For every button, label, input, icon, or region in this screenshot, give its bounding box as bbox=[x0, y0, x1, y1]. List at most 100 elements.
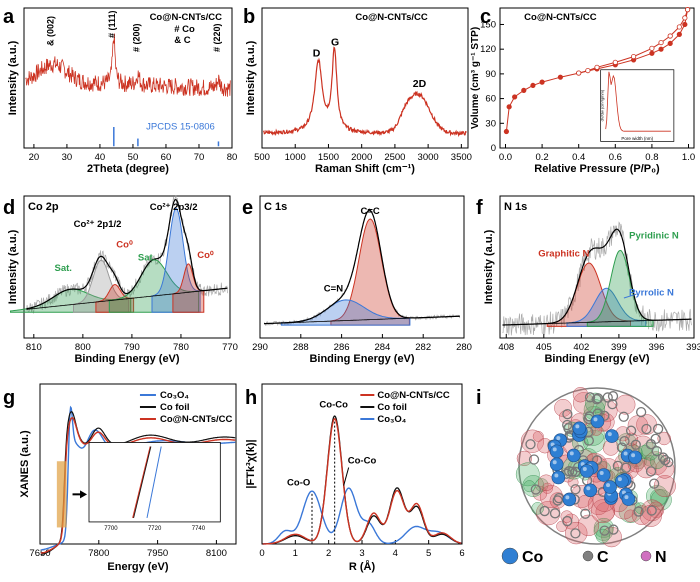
carbon-ring bbox=[618, 411, 629, 422]
fit-component bbox=[73, 259, 129, 313]
cobalt-atom bbox=[603, 480, 617, 494]
cobalt-atom bbox=[549, 457, 564, 472]
carbon-ring bbox=[625, 425, 637, 436]
cobalt-atom bbox=[615, 474, 629, 488]
isotherm-point bbox=[503, 128, 510, 135]
cobalt-highlight bbox=[617, 477, 622, 482]
carbon-ring bbox=[552, 495, 563, 506]
isotherm-point bbox=[682, 15, 688, 21]
density-blob bbox=[657, 431, 671, 446]
panel-letter: i bbox=[476, 387, 482, 409]
x-axis-label: Energy (eV) bbox=[107, 561, 168, 573]
isotherm-point bbox=[658, 39, 664, 46]
legend-label: Co₃O₄ bbox=[160, 390, 189, 401]
fit-envelope bbox=[26, 198, 228, 310]
cobalt-highlight bbox=[575, 424, 580, 429]
x-tick-label: 3 bbox=[359, 548, 364, 559]
carbon-ring bbox=[646, 505, 657, 516]
density-blob bbox=[572, 387, 589, 403]
panel-c: 0.0 0.2 0.4 0.6 0.8 1.0 0 30 60 90 120 150 Co@N-CNTs… bbox=[470, 7, 695, 175]
legend-label: Co bbox=[522, 549, 544, 566]
x-tick-label: 500 bbox=[254, 152, 270, 163]
plot-frame bbox=[499, 195, 695, 339]
carbon-ring bbox=[607, 398, 618, 410]
x-tick-label: 7950 bbox=[147, 548, 168, 559]
peak-label: Co-O bbox=[287, 478, 310, 489]
inset-series-red bbox=[132, 446, 151, 519]
isotherm-point bbox=[594, 64, 600, 70]
density-blob bbox=[615, 394, 636, 415]
isotherm-point bbox=[676, 24, 682, 30]
plot-frame bbox=[499, 7, 695, 149]
x-tick-label: 790 bbox=[124, 342, 140, 353]
density-blob bbox=[565, 521, 588, 545]
x-tick-label: 5 bbox=[426, 548, 431, 559]
density-blob bbox=[516, 450, 533, 467]
cobalt-highlight bbox=[582, 466, 587, 471]
plot-frame bbox=[259, 195, 465, 339]
carbon-ring bbox=[584, 392, 596, 403]
x-tick-label: 286 bbox=[334, 342, 350, 353]
pointer-line bbox=[623, 293, 637, 299]
y-axis-label: Intensity (a.u.) bbox=[7, 40, 19, 115]
carbon-ring bbox=[657, 452, 669, 463]
legend-swatch bbox=[501, 547, 519, 565]
carbon-ring bbox=[580, 508, 591, 519]
carbon-ring bbox=[562, 419, 573, 431]
peak-label: Sat. bbox=[138, 253, 155, 264]
carbon-ring bbox=[651, 446, 663, 457]
cobalt-atom bbox=[549, 444, 564, 459]
x-tick-label: 405 bbox=[536, 342, 552, 353]
carbon-ring bbox=[570, 484, 581, 495]
legend-swatch bbox=[640, 550, 652, 562]
legend-label: N bbox=[655, 549, 667, 566]
carbon-ring bbox=[612, 460, 623, 472]
peak-label: Co²⁺ 2p1/2 bbox=[74, 219, 122, 230]
isotherm-point bbox=[576, 70, 582, 76]
sample-label: Co@N-CNTs/CC bbox=[150, 12, 223, 23]
carbon-ring bbox=[607, 391, 619, 402]
inset-series-black bbox=[133, 446, 152, 519]
band-label: D bbox=[313, 48, 321, 60]
y-axis-label: XANES (a.u.) bbox=[19, 430, 31, 498]
arrow-head bbox=[80, 490, 88, 499]
series-co-n-cnts bbox=[262, 417, 462, 545]
y-axis-label: Intensity (a.u.) bbox=[483, 229, 495, 304]
y-tick-label: 120 bbox=[480, 44, 496, 55]
legend-label: Co@N-CNTs/CC bbox=[377, 390, 450, 401]
density-blob bbox=[515, 462, 540, 487]
peak-label: Co²⁺ 2p3/2 bbox=[150, 202, 198, 213]
panel-b: 500 1000 1500 2000 2500 3000 3500 DG 2D Co@N-CNTs… bbox=[245, 7, 472, 175]
carbon-ring bbox=[635, 406, 647, 418]
raman-spectrum bbox=[262, 46, 467, 138]
xrd-pattern bbox=[25, 33, 231, 97]
density-blob bbox=[556, 520, 568, 532]
series-co-foil bbox=[40, 411, 236, 555]
cobalt-highlight bbox=[607, 432, 612, 437]
panel-letter: f bbox=[476, 197, 483, 219]
carbon-ring bbox=[592, 393, 604, 404]
density-blob bbox=[523, 480, 536, 493]
x-tick-label: 1000 bbox=[285, 152, 306, 163]
carbon-ring bbox=[567, 466, 578, 477]
legend-co: # Co bbox=[174, 24, 195, 35]
x-tick-label: 3500 bbox=[451, 152, 472, 163]
x-tick-label: 0.2 bbox=[535, 152, 548, 163]
peak-label: Sat. bbox=[55, 263, 72, 274]
cobalt-highlight bbox=[554, 473, 559, 478]
isotherm-point bbox=[585, 67, 591, 74]
x-tick-label: 2 bbox=[326, 548, 331, 559]
carbon-ring bbox=[641, 423, 652, 435]
cobalt-highlight bbox=[624, 495, 629, 500]
y-tick-label: 0 bbox=[491, 143, 496, 154]
x-tick-label: 770 bbox=[222, 342, 238, 353]
isotherm-point bbox=[667, 33, 673, 39]
x-tick-label: 280 bbox=[456, 342, 472, 353]
peak-label: Pyridinic N bbox=[629, 231, 679, 242]
y-axis-label: Intensity (a.u.) bbox=[245, 40, 257, 115]
carbon-ring bbox=[645, 466, 657, 477]
carbon-ring bbox=[650, 433, 661, 445]
cobalt-highlight bbox=[606, 483, 611, 488]
